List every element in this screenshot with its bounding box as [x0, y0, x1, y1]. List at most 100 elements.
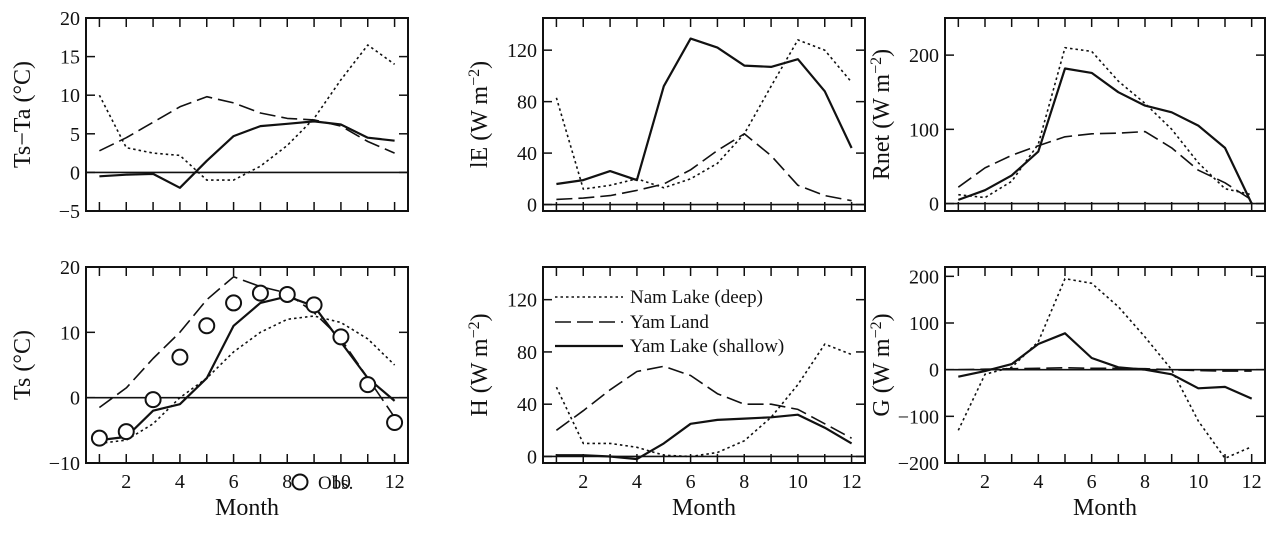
x-tick-label: 6 — [229, 471, 239, 493]
series-line-nam-lake-deep — [555, 343, 852, 458]
x-tick-label: 6 — [686, 471, 696, 493]
x-tick-label: 12 — [385, 471, 405, 493]
series-line-yam-land — [556, 133, 852, 202]
plot-frame — [85, 17, 409, 212]
series-line-nam-lake-deep — [958, 46, 1252, 199]
y-tick-label: 20 — [60, 257, 80, 279]
y-tick-label: 0 — [70, 388, 80, 410]
series-line-yam-lake-shallow — [957, 67, 1253, 205]
y-tick-label: 10 — [60, 322, 80, 344]
series-line-yam-land — [555, 365, 852, 439]
obs-legend-marker — [291, 473, 309, 491]
obs-point — [144, 391, 162, 409]
y-tick-label: 0 — [929, 194, 939, 216]
obs-point — [332, 328, 350, 346]
x-tick-label: 10 — [1188, 471, 1208, 493]
obs-legend: Obs. — [291, 473, 353, 494]
panel-1: −5 0 5 10 15 20 Ts−Ta (°C) — [10, 8, 409, 223]
x-tick-label: 4 — [1033, 471, 1043, 493]
obs-point — [171, 348, 189, 366]
plot-frame — [542, 266, 866, 464]
y-tick-label: 100 — [909, 313, 939, 335]
y-axis-label: Ts−Ta (°C) — [10, 61, 36, 168]
x-tick-label: 12 — [1242, 471, 1262, 493]
x-tick-label: 12 — [842, 471, 862, 493]
y-tick-label: −200 — [898, 453, 939, 475]
x-tick-label: 10 — [788, 471, 808, 493]
x-tick-label: 4 — [175, 471, 185, 493]
plot-frame — [944, 266, 1266, 464]
y-tick-label: −100 — [898, 406, 939, 428]
y-tick-label: 10 — [60, 85, 80, 107]
y-tick-label: 5 — [70, 124, 80, 146]
panel-3: 0 100 200 Rnet (W m−2) — [868, 17, 1266, 216]
plot-frame — [542, 17, 866, 212]
obs-point — [386, 413, 404, 431]
obs-point — [305, 296, 323, 314]
series-line-yam-lake-shallow — [958, 332, 1253, 400]
y-tick-label: 120 — [507, 40, 537, 62]
obs-point — [251, 284, 269, 302]
y-axis-label: Rnet (W m−2) — [868, 49, 896, 180]
legend-label-yam-lake: Yam Lake (shallow) — [630, 336, 784, 357]
series-line-nam-lake-deep — [98, 44, 396, 181]
y-tick-label: 200 — [909, 266, 939, 288]
y-axis-label: G (W m−2) — [868, 313, 896, 416]
series-line-yam-land — [957, 130, 1253, 201]
plot-frame — [85, 266, 409, 464]
x-tick-label: 8 — [1140, 471, 1150, 493]
series-line-yam-lake-shallow — [556, 413, 853, 461]
legend: Nam Lake (deep) Yam Land Yam Lake (shall… — [555, 287, 784, 357]
x-axis-label: Month — [215, 495, 279, 521]
y-tick-label: 0 — [929, 360, 939, 382]
series-line-yam-lake-shallow — [99, 295, 396, 442]
x-axis-label: Month — [672, 495, 736, 521]
y-axis-label: Ts (°C) — [10, 330, 36, 400]
x-tick-label: 6 — [1087, 471, 1097, 493]
legend-label-yam-land: Yam Land — [630, 312, 709, 333]
series-line-yam-land — [958, 366, 1252, 372]
x-tick-label: 8 — [282, 471, 292, 493]
series-line-nam-lake-deep — [99, 315, 396, 445]
y-axis-label: H (W m−2) — [466, 313, 494, 416]
y-tick-label: 0 — [527, 195, 537, 217]
x-tick-label: 2 — [980, 471, 990, 493]
y-tick-label: 0 — [70, 162, 80, 184]
x-tick-label: 8 — [739, 471, 749, 493]
series-line-yam-land — [98, 275, 396, 418]
panel-4: 2 4 6 8 10 12 −10 0 10 20 Ts (°C) Month — [10, 257, 409, 521]
panel-6: 2 4 6 8 10 12 −200 −100 0 100 200 G (W m−2) Month — [868, 266, 1266, 521]
obs-point — [359, 376, 377, 394]
y-tick-label: 40 — [517, 394, 537, 416]
x-tick-label: 10 — [331, 471, 351, 493]
series-line-yam-land — [99, 95, 395, 154]
y-tick-label: 200 — [909, 45, 939, 67]
panel-2: 0 40 80 120 lE (W m−2) — [466, 17, 866, 217]
x-tick-label: 4 — [632, 471, 642, 493]
y-tick-label: 120 — [507, 290, 537, 312]
obs-point — [117, 423, 135, 441]
y-tick-label: 100 — [909, 119, 939, 141]
y-tick-label: 80 — [517, 342, 537, 364]
legend-label-nam-lake: Nam Lake (deep) — [630, 287, 763, 308]
obs-legend-label: Obs. — [318, 473, 353, 494]
y-axis-label: lE (W m−2) — [466, 61, 494, 168]
y-tick-label: 15 — [60, 47, 80, 69]
y-tick-label: 80 — [517, 92, 537, 114]
x-tick-label: 2 — [578, 471, 588, 493]
y-tick-label: 40 — [517, 143, 537, 165]
obs-point — [198, 317, 216, 335]
series-line-yam-lake-shallow — [99, 120, 395, 189]
obs-point — [225, 294, 243, 312]
obs-point — [278, 285, 296, 303]
x-tick-label: 2 — [121, 471, 131, 493]
y-tick-label: −5 — [59, 201, 80, 223]
series-line-nam-lake-deep — [555, 39, 853, 190]
obs-point — [90, 429, 108, 447]
series-line-yam-lake-shallow — [556, 37, 853, 186]
x-axis-label: Month — [1073, 495, 1137, 521]
y-tick-label: 0 — [527, 446, 537, 468]
y-tick-label: −10 — [49, 453, 80, 475]
y-tick-label: 20 — [60, 8, 80, 30]
